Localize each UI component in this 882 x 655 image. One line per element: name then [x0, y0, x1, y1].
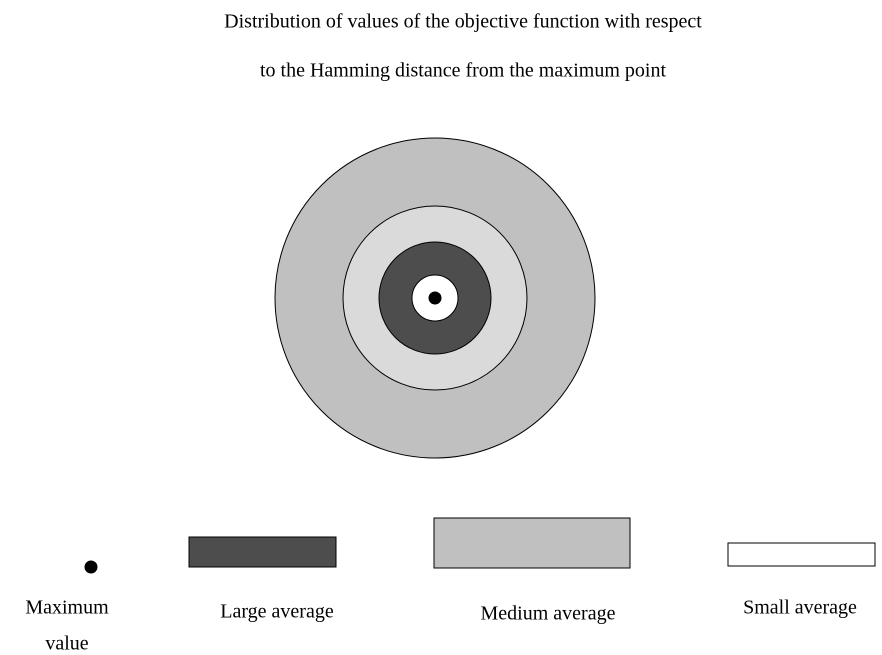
legend-label: Large average [220, 601, 334, 623]
legend-label: value [45, 633, 88, 655]
legend-medium [433, 517, 631, 569]
legend-large [188, 536, 337, 568]
legend-small [727, 542, 876, 567]
maximum-point [428, 291, 442, 305]
legend-dot [84, 560, 98, 574]
concentric-circles [274, 137, 596, 459]
title-line: Distribution of values of the objective … [224, 11, 702, 33]
legend [84, 517, 876, 574]
legend-label: Maximum [25, 597, 109, 619]
legend-label: Medium average [481, 603, 616, 625]
legend-label: Small average [743, 597, 857, 619]
title-line: to the Hamming distance from the maximum… [260, 60, 666, 82]
